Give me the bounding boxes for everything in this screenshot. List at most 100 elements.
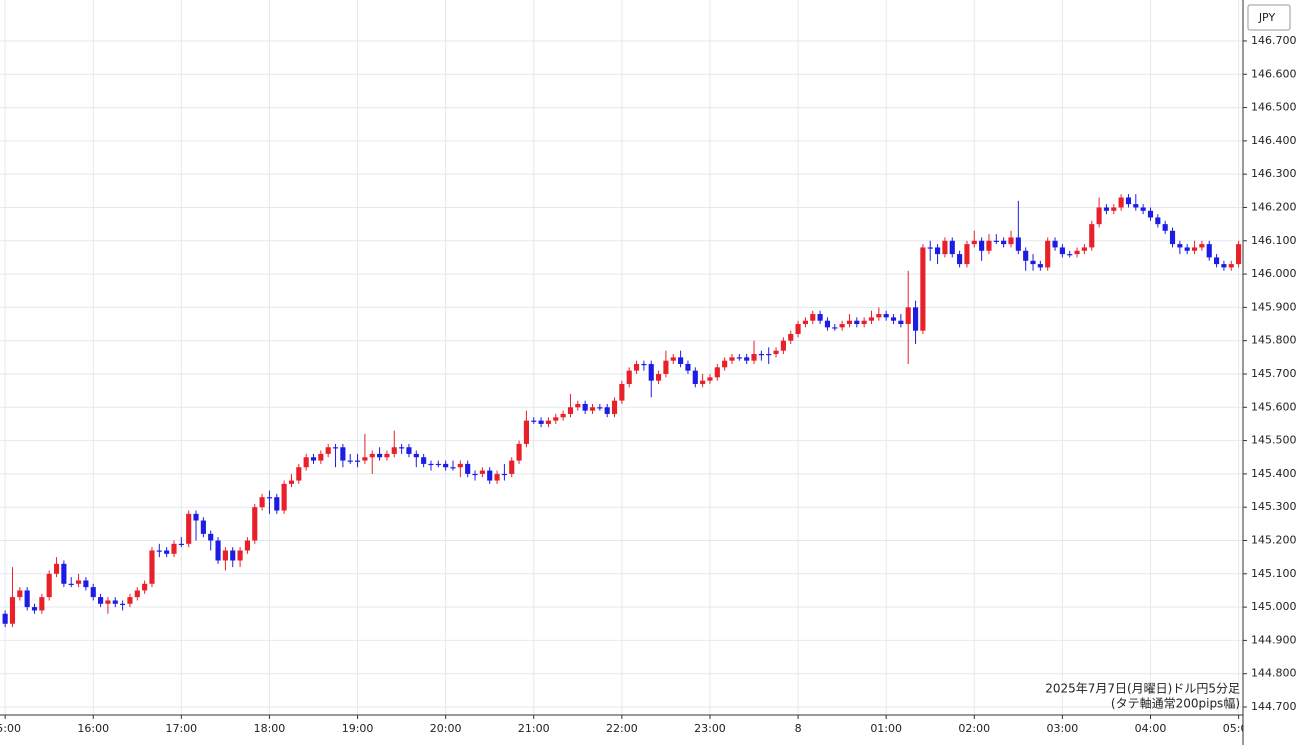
candle-body <box>1228 264 1234 268</box>
candle-body <box>1015 237 1021 251</box>
candle-body <box>824 320 831 328</box>
x-tick-label: 22:00 <box>606 722 638 735</box>
candle-body <box>545 420 552 424</box>
x-tick-label: 02:00 <box>958 722 990 735</box>
candle-body <box>156 550 162 552</box>
candle-body <box>1081 247 1087 251</box>
candle-body <box>553 417 559 421</box>
candle-body <box>494 473 500 481</box>
candle-body <box>112 600 118 604</box>
x-tick-label: 04:00 <box>1135 722 1167 735</box>
x-tick-label: 21:00 <box>518 722 550 735</box>
candle-body <box>876 314 882 318</box>
candle-body <box>993 240 999 242</box>
candle-body <box>127 597 133 604</box>
candle-body <box>428 463 434 466</box>
candle-body <box>964 244 970 265</box>
candle-body <box>362 457 368 461</box>
candle-body <box>780 340 786 351</box>
candle-body <box>957 254 963 265</box>
candle-body <box>142 583 148 591</box>
candle-body <box>1037 264 1043 268</box>
candles <box>2 194 1242 628</box>
candle-body <box>178 543 184 546</box>
candle-body <box>340 447 346 461</box>
candle-body <box>736 357 742 359</box>
y-tick-label: 144.700 <box>1251 700 1297 713</box>
candle-body <box>1059 247 1065 255</box>
candle-body <box>854 320 860 325</box>
x-tick-label: 8 <box>795 722 802 735</box>
candle-body <box>1125 197 1132 205</box>
candle-body <box>134 590 140 598</box>
candle-body <box>501 473 507 476</box>
candle-body <box>531 420 537 422</box>
x-tick-label: 05:00 <box>1223 722 1255 735</box>
candle-body <box>31 607 38 611</box>
candle-body <box>266 497 273 499</box>
candle-body <box>281 483 287 511</box>
candle-body <box>171 543 177 554</box>
candle-body <box>98 597 104 604</box>
y-tick-label: 146.100 <box>1251 234 1297 247</box>
candle-body <box>1023 250 1029 261</box>
y-tick-label: 145.500 <box>1251 434 1297 447</box>
candle-body <box>1001 240 1007 245</box>
candle-body <box>303 457 309 468</box>
candle-body <box>751 354 757 361</box>
unit-box <box>1247 4 1291 31</box>
x-tick-label: 15:00 <box>0 722 21 735</box>
candle-body <box>509 460 515 474</box>
candle-body <box>1155 217 1161 225</box>
y-tick-label: 145.000 <box>1251 600 1297 613</box>
candle-body <box>274 497 280 511</box>
annotation: (タテ軸通常200pips幅) <box>1111 696 1240 711</box>
candle-body <box>898 320 904 325</box>
candle-body <box>685 363 691 371</box>
y-tick-label: 145.800 <box>1251 334 1297 347</box>
candle-body <box>758 354 764 356</box>
y-tick-label: 146.500 <box>1251 101 1297 114</box>
candle-body <box>230 550 236 561</box>
candle-body <box>979 240 985 251</box>
candle-body <box>399 447 405 449</box>
candle-body <box>641 363 647 366</box>
candle-body <box>105 600 111 604</box>
candle-body <box>186 513 192 544</box>
candle-body <box>120 603 126 605</box>
candle-body <box>1008 237 1014 245</box>
candle-body <box>53 563 60 574</box>
x-tick-label: 18:00 <box>254 722 286 735</box>
candle-body <box>384 453 390 458</box>
candle-body <box>582 403 588 411</box>
candle-body <box>935 247 941 255</box>
candle-body <box>766 354 772 356</box>
annotation: 2025年7月7日(月曜日)ドル円5分足 <box>1045 682 1240 696</box>
candle-body <box>465 463 471 474</box>
candle-body <box>516 443 522 461</box>
x-tick-label: 19:00 <box>342 722 374 735</box>
candle-body <box>567 407 574 414</box>
candle-body <box>164 550 170 554</box>
candle-body <box>1089 224 1095 248</box>
y-tick-label: 146.600 <box>1251 67 1297 80</box>
candle-body <box>1103 207 1110 211</box>
candle-body <box>1096 207 1102 225</box>
candle-body <box>1045 240 1051 268</box>
candle-body <box>846 320 853 325</box>
candle-body <box>1147 210 1154 218</box>
candle-body <box>648 363 654 381</box>
candle-body <box>1221 264 1227 268</box>
candle-body <box>714 367 720 378</box>
candle-body <box>9 597 16 624</box>
y-tick-label: 145.700 <box>1251 367 1297 380</box>
unit-label: JPY <box>1258 11 1276 24</box>
y-tick-label: 145.100 <box>1251 567 1297 580</box>
candle-body <box>619 383 625 401</box>
candle-body <box>2 613 8 624</box>
candle-body <box>443 463 449 468</box>
candle-body <box>832 327 838 329</box>
candle-body <box>1177 244 1183 248</box>
candle-body <box>90 587 96 598</box>
